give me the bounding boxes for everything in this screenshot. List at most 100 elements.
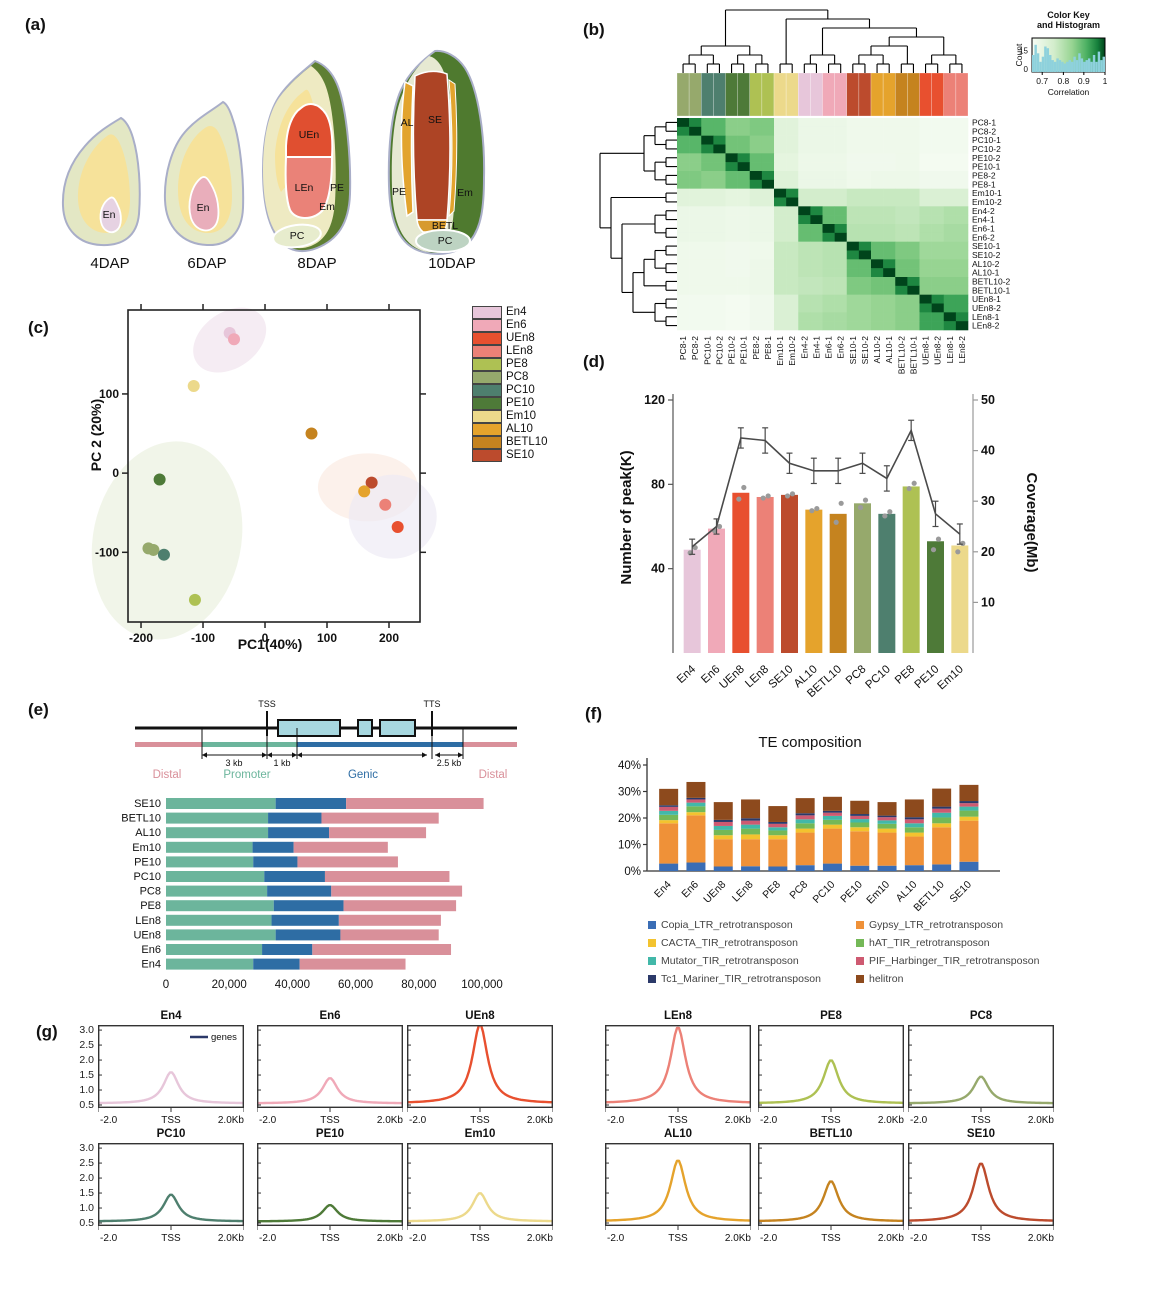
te-legend-item: PIF_Harbinger_TIR_retrotransposon (856, 952, 1039, 969)
tss-label: TSS (258, 699, 276, 709)
heatmap-col-label: PE8-2 (751, 336, 761, 360)
panel-e-label: (e) (28, 700, 49, 719)
seed-4dap (61, 116, 141, 247)
pca-legend-item: BETL10 (472, 435, 548, 449)
promoter-bar (202, 742, 297, 747)
te-seg (877, 815, 897, 818)
peak-bar-UEn8 (732, 492, 750, 653)
profile-xtick: TSS (161, 1115, 181, 1126)
heatmap-col-labels: PC8-1 PC8-2 PC10-1 PC10-2 PE10-2 PE10-1 PE8-2 P… (678, 336, 967, 375)
peak-bar-Em10 (951, 545, 969, 653)
te-seg (768, 830, 788, 836)
feature-seg-Genic (262, 944, 313, 955)
profile-xtick: 2.0Kb (1028, 1233, 1054, 1244)
heatmap-col-label: AL10-2 (872, 336, 882, 364)
pca-legend-label: Em10 (506, 410, 537, 422)
pca-legend-swatch (472, 370, 502, 384)
te-seg (932, 823, 952, 828)
heatmap-row-label: BETL10-2 (972, 276, 1011, 286)
profile-frame (407, 1143, 553, 1226)
feature-seg-Distal (331, 885, 463, 897)
profile-plot-PC10: -2.0 TSS 2.0Kb (98, 1143, 244, 1244)
pca-legend-swatch (472, 305, 502, 319)
feature-xtick: 20,000 (212, 979, 247, 991)
coverage-ytick: 40 (981, 444, 995, 458)
te-category-label: PE8 (760, 879, 783, 902)
pca-xtick: 100 (317, 631, 337, 645)
heatmap-row-label: PE10-2 (972, 153, 1001, 163)
te-legend-label: Copia_LTR_retrotransposon (661, 918, 793, 931)
panel-b-label: (b) (583, 20, 605, 39)
pca-legend-swatch (472, 435, 502, 449)
pca-legend-swatch (472, 344, 502, 358)
feature-seg-Genic (267, 885, 332, 897)
heatmap-col-label: PC8-1 (678, 336, 688, 360)
pca-xtick: 200 (379, 631, 399, 645)
profile-xtick: TSS (971, 1115, 991, 1126)
color-key-ytick: 15 (1019, 46, 1028, 55)
region-label: PC (438, 235, 453, 247)
heatmap-row-label: PE8-2 (972, 170, 996, 180)
feature-seg-Promoter (166, 900, 274, 912)
profile-title: Em10 (464, 1128, 496, 1140)
profile-curve (407, 1192, 553, 1223)
te-seg (741, 820, 761, 825)
te-seg (713, 835, 733, 840)
peak-ytick: 40 (651, 562, 665, 576)
feature-bars: SE10 BETL10 AL10 Em10 PE10 PC10 PC8 PE8 LEn8 UEn8… (121, 798, 484, 971)
te-legend-item: Tc1_Mariner_TIR_retrotransposon (648, 970, 856, 987)
feature-seg-Distal (340, 929, 439, 941)
feature-seg-Distal (343, 900, 457, 912)
profile-title: En4 (160, 1010, 182, 1022)
feature-seg-Distal (293, 841, 388, 853)
te-seg (713, 829, 733, 836)
te-legend: Copia_LTR_retrotransposon Gypsy_LTR_retro… (648, 916, 1039, 987)
peak-axes: 40 80 120 10 20 30 40 50 (644, 393, 995, 653)
te-legend-swatch (648, 938, 656, 947)
feature-seg-Promoter (166, 958, 254, 970)
te-seg (822, 812, 842, 816)
te-seg (768, 835, 788, 840)
te-seg (877, 823, 897, 829)
profile-xtick: -2.0 (259, 1233, 277, 1244)
te-seg (904, 836, 924, 866)
profile-xtick: -2.0 (259, 1115, 277, 1126)
profile-ticks: -2.0 TSS 2.0Kb (908, 1147, 1054, 1244)
te-category-label: Em10 (864, 879, 892, 907)
te-legend-label: helitron (869, 972, 904, 985)
pca-legend-label: En4 (506, 306, 527, 318)
arrowhead (435, 752, 440, 758)
te-category-label: En6 (679, 879, 701, 901)
profile-ytick: 1.5 (79, 1187, 94, 1200)
pca-point-Em10 (187, 380, 200, 393)
feature-seg-Genic (253, 856, 298, 868)
heatmap-col-label: En4-2 (799, 336, 809, 359)
feature-row-label: AL10 (135, 827, 161, 839)
te-seg (904, 799, 924, 818)
profile-curve (605, 1026, 751, 1104)
heatmap-row-label: LEn8-2 (972, 321, 1000, 331)
te-seg (932, 812, 952, 818)
te-seg (713, 839, 733, 867)
pca-legend-swatch (472, 331, 502, 345)
pca-x-axis-title: PC1(40%) (237, 636, 303, 652)
pca-legend-item: Em10 (472, 409, 548, 423)
te-category-label: PE10 (838, 879, 865, 906)
te-seg (686, 815, 706, 863)
pca-legend-item: LEn8 (472, 344, 548, 358)
profile-frame (605, 1025, 751, 1108)
arrowhead (458, 752, 463, 758)
peak-bars (683, 486, 969, 653)
pca-legend-swatch (472, 396, 502, 410)
profile-xtick: -2.0 (607, 1115, 625, 1126)
heatmap-col-label: En6-2 (836, 336, 846, 359)
feature-row-label: UEn8 (133, 929, 161, 941)
feature-seg-Genic (264, 871, 325, 882)
feature-xtick: 40,000 (275, 979, 310, 991)
te-category-label: PC8 (787, 879, 810, 902)
profile-ticks: -2.0 TSS 2.0Kb (605, 1029, 751, 1126)
genes-legend-label: genes (211, 1032, 237, 1043)
profile-ticks: -2.0 TSS 2.0Kb (98, 1147, 244, 1244)
pca-point-UEn8 (391, 520, 404, 533)
profile-curve (257, 1204, 403, 1223)
